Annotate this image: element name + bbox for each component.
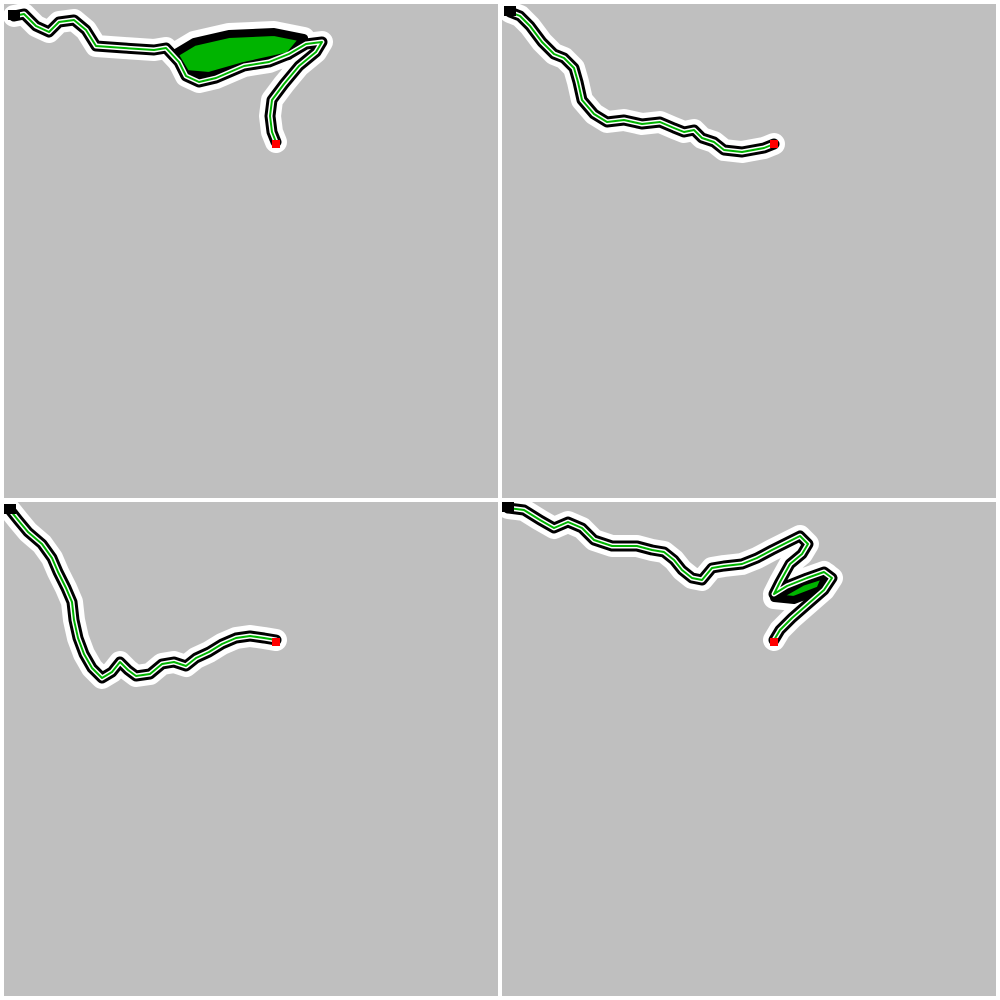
explored-area bbox=[502, 4, 785, 163]
start-marker bbox=[504, 6, 516, 16]
agent-path bbox=[507, 507, 833, 641]
wall-loop bbox=[770, 570, 831, 604]
explored-area bbox=[4, 502, 287, 689]
maze-panel-bottom-left bbox=[4, 502, 498, 996]
maze-panel-top-right bbox=[502, 4, 996, 498]
agent-path bbox=[9, 509, 277, 679]
maze-panel-bottom-left-canvas bbox=[4, 502, 287, 689]
goal-marker bbox=[272, 638, 280, 646]
maze-panel-bottom-right-canvas bbox=[502, 502, 843, 651]
maze-panel-top-right-canvas bbox=[502, 4, 785, 163]
start-marker bbox=[502, 502, 514, 512]
goal-marker bbox=[770, 140, 778, 148]
wall-segment bbox=[4, 504, 282, 684]
maze-panel-top-left-canvas bbox=[4, 4, 333, 153]
goal-marker bbox=[272, 140, 280, 148]
maze-panel-top-left bbox=[4, 4, 498, 498]
agent-path bbox=[509, 11, 775, 153]
agent-path bbox=[13, 13, 323, 143]
corridor-gap bbox=[7, 507, 279, 681]
start-marker bbox=[4, 504, 16, 514]
start-marker bbox=[8, 10, 20, 20]
maze-panel-bottom-right bbox=[502, 502, 996, 996]
goal-marker bbox=[770, 638, 778, 646]
